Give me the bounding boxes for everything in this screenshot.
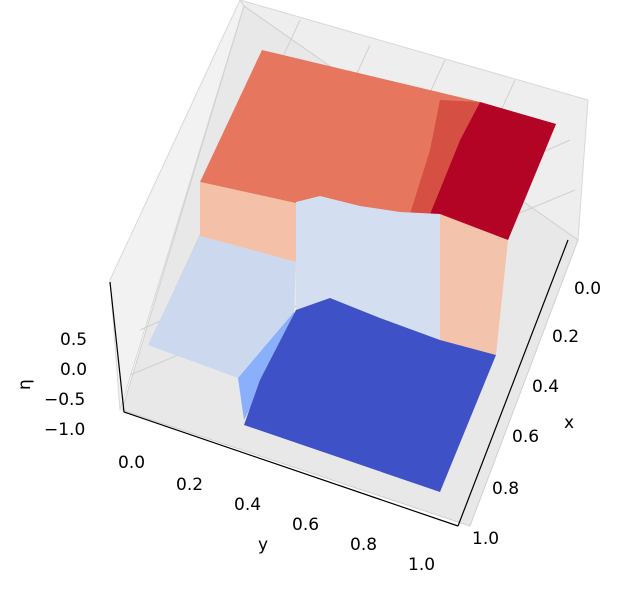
z-tick-label: 0.0 [60,360,87,380]
y-tick-label: 0.6 [292,515,319,535]
y-tick-label: 0.4 [234,495,261,515]
y-tick-label: 0.2 [176,475,203,495]
z-tick-label: −1.0 [44,420,85,440]
y-tick-labels: 0.0 0.2 0.4 0.6 0.8 1.0 [118,453,435,575]
upper-plateau-deep [430,102,556,240]
x-tick-label: 1.0 [472,529,499,549]
y-tick-label: 0.8 [350,535,377,555]
x-tick-label: 0.4 [532,377,559,397]
z-tick-label: −0.5 [44,390,85,410]
z-tick-labels: 0.5 0.0 −0.5 −1.0 [44,330,87,440]
left-shelf [148,236,296,378]
x-tick-labels: 0.0 0.2 0.4 0.6 0.8 1.0 [472,279,601,549]
z-axis-label: η [15,379,35,390]
lower-plateau [244,298,496,492]
y-tick-label: 1.0 [408,555,435,575]
step-face-right-peach [440,214,508,355]
axis-lines [109,239,569,527]
x-tick-label: 0.8 [492,479,519,499]
step-face-peach [200,182,300,262]
x-tick-label: 0.0 [574,279,601,299]
surface [148,50,556,492]
wall-pale-blue [296,196,440,340]
y-tick-label: 0.0 [118,453,145,473]
upper-plateau-shade [410,100,480,214]
y-axis-label: y [258,535,268,555]
x-tick-label: 0.2 [552,327,579,347]
x-tick-label: 0.6 [512,427,539,447]
x-axis-label: x [564,413,574,433]
z-tick-label: 0.5 [60,330,87,350]
